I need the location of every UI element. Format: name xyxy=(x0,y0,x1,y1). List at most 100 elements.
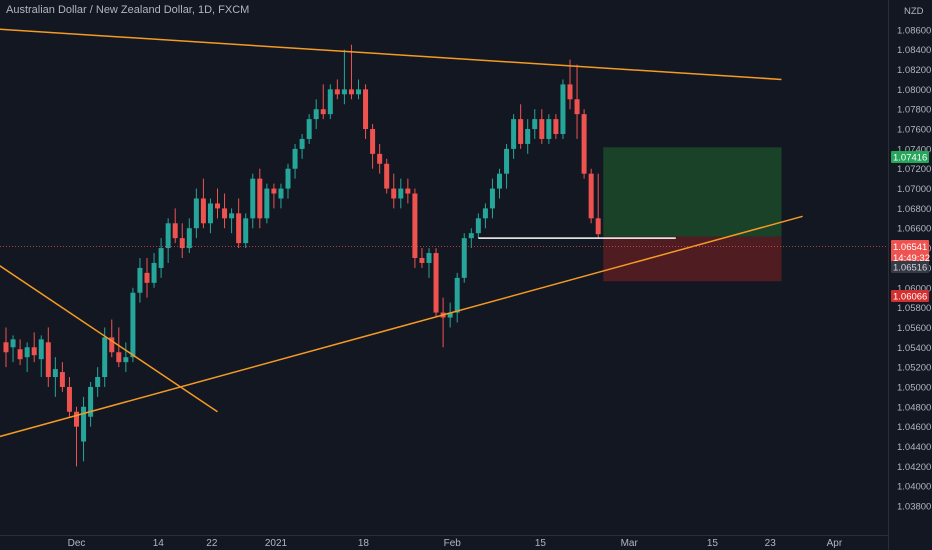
candle-body[interactable] xyxy=(454,277,460,313)
candle-body[interactable] xyxy=(109,337,115,353)
candle-body[interactable] xyxy=(285,168,291,189)
candle-body[interactable] xyxy=(151,262,157,283)
candle-body[interactable] xyxy=(574,99,580,115)
candle-body[interactable] xyxy=(370,129,376,154)
entry-tag-bg xyxy=(891,261,929,273)
candle-body[interactable] xyxy=(229,213,235,219)
candle-body[interactable] xyxy=(426,253,432,263)
candle-body[interactable] xyxy=(348,89,354,95)
short-trendline[interactable] xyxy=(0,251,218,413)
candle-body[interactable] xyxy=(497,173,502,189)
candle-body[interactable] xyxy=(468,233,474,239)
candle-body[interactable] xyxy=(31,347,37,356)
candle-body[interactable] xyxy=(74,411,79,427)
candle-body[interactable] xyxy=(398,188,404,199)
candle-body[interactable] xyxy=(363,89,369,130)
candle-body[interactable] xyxy=(532,119,538,130)
candle-body[interactable] xyxy=(52,369,58,378)
candle-body[interactable] xyxy=(306,119,312,139)
candle-body[interactable] xyxy=(356,89,361,95)
y-tick-label: 1.05200 xyxy=(897,363,931,374)
candle-body[interactable] xyxy=(313,109,319,120)
candle-body[interactable] xyxy=(292,148,298,169)
candle-body[interactable] xyxy=(236,213,242,244)
candle-body[interactable] xyxy=(553,119,559,134)
candle-body[interactable] xyxy=(17,349,23,360)
candle-body[interactable] xyxy=(271,188,277,194)
candle-body[interactable] xyxy=(45,342,51,378)
candle-body[interactable] xyxy=(10,339,16,348)
candle-body[interactable] xyxy=(130,292,136,358)
candle-body[interactable] xyxy=(384,163,390,189)
candle-body[interactable] xyxy=(165,223,171,249)
candle-body[interactable] xyxy=(327,89,333,115)
candle-body[interactable] xyxy=(243,218,249,244)
candle-body[interactable] xyxy=(24,347,30,358)
candle-body[interactable] xyxy=(3,342,9,353)
candle-body[interactable] xyxy=(250,178,256,219)
candle-body[interactable] xyxy=(95,377,101,387)
candle-body[interactable] xyxy=(588,173,594,219)
candle-body[interactable] xyxy=(539,119,545,139)
candle-body[interactable] xyxy=(59,372,65,387)
candle-body[interactable] xyxy=(66,386,72,412)
candle-body[interactable] xyxy=(518,119,524,144)
y-tick-label: 1.04200 xyxy=(897,462,931,473)
candle-body[interactable] xyxy=(278,188,284,199)
current-price-tag: 1.06541 14:49:32 xyxy=(891,240,930,264)
candle-body[interactable] xyxy=(546,119,552,139)
candle-body[interactable] xyxy=(341,89,347,95)
candle-body[interactable] xyxy=(257,178,263,219)
y-tick-label: 1.05600 xyxy=(897,323,931,334)
candle-body[interactable] xyxy=(215,203,220,209)
candle-body[interactable] xyxy=(334,89,340,95)
candle-body[interactable] xyxy=(511,119,517,149)
candle-body[interactable] xyxy=(391,188,397,199)
candle-body[interactable] xyxy=(172,223,178,239)
candle-body[interactable] xyxy=(299,138,305,149)
candle-body[interactable] xyxy=(595,218,601,235)
candle-body[interactable] xyxy=(186,228,192,249)
candle-body[interactable] xyxy=(405,188,411,194)
y-tick-label: 1.07400 xyxy=(897,144,931,155)
profit-zone[interactable] xyxy=(603,147,782,237)
candle-body[interactable] xyxy=(200,198,206,224)
candle-body[interactable] xyxy=(482,208,488,219)
candle-body[interactable] xyxy=(207,203,213,224)
candle-body[interactable] xyxy=(158,248,164,268)
candle-body[interactable] xyxy=(102,337,108,378)
x-tick-label: Feb xyxy=(444,538,462,549)
candle-body[interactable] xyxy=(525,129,531,144)
candle-body[interactable] xyxy=(461,238,467,278)
candle-body[interactable] xyxy=(433,253,439,313)
candle-body[interactable] xyxy=(567,84,573,100)
candle-body[interactable] xyxy=(412,193,418,258)
candle-body[interactable] xyxy=(264,188,270,219)
candle-body[interactable] xyxy=(377,153,383,164)
candle-body[interactable] xyxy=(504,148,510,174)
candle-body[interactable] xyxy=(489,188,495,209)
candle-body[interactable] xyxy=(179,238,185,249)
candle-body[interactable] xyxy=(116,352,122,363)
upper-trendline[interactable] xyxy=(0,28,782,81)
candle-body[interactable] xyxy=(137,267,143,293)
candle-body[interactable] xyxy=(560,84,566,134)
candle-body[interactable] xyxy=(123,357,129,363)
candle-body[interactable] xyxy=(320,109,326,115)
chart-title: Australian Dollar / New Zealand Dollar, … xyxy=(6,4,250,16)
candle-body[interactable] xyxy=(419,258,425,263)
candle-body[interactable] xyxy=(581,114,587,174)
candle-body[interactable] xyxy=(144,272,150,283)
candle-body[interactable] xyxy=(88,386,94,417)
candle-body[interactable] xyxy=(38,339,44,360)
position-zones xyxy=(603,147,782,282)
x-tick-label: 18 xyxy=(358,538,370,549)
candle-body[interactable] xyxy=(193,198,199,229)
lower-trendline[interactable] xyxy=(0,215,803,442)
candle-body[interactable] xyxy=(81,406,87,442)
candle-body[interactable] xyxy=(222,208,228,219)
stop-loss-zone[interactable] xyxy=(603,236,782,282)
candle-body[interactable] xyxy=(447,312,453,318)
candle-body[interactable] xyxy=(475,218,481,234)
